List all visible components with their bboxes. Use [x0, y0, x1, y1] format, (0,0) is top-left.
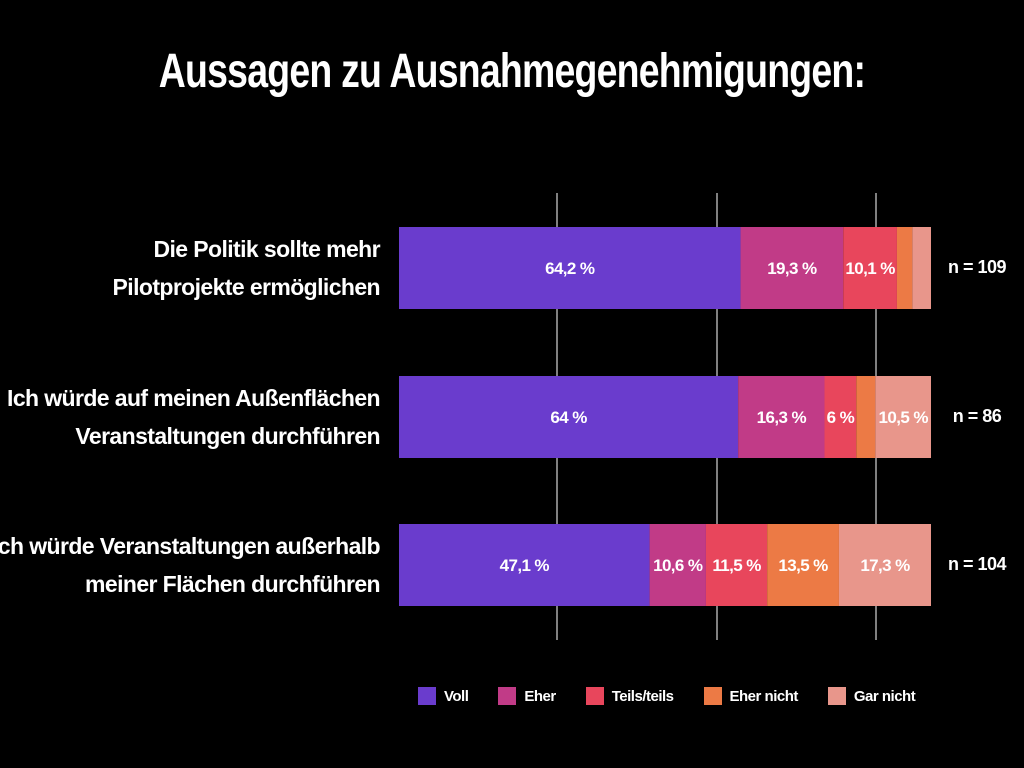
legend-swatch: [703, 687, 722, 705]
legend-item-5: Gar nicht: [827, 687, 916, 705]
category-label-3: Ich würde Veranstaltungen außerhalb meine…: [0, 527, 381, 603]
bar-segment-row2-series1: [399, 376, 739, 458]
bar-segment-row1-series4: [896, 227, 913, 309]
data-label-row1-series1: 64,2 %: [545, 259, 595, 278]
data-label-row3-series4: 13,5 %: [778, 556, 828, 575]
legend-label: Eher nicht: [729, 687, 799, 705]
bar-segment-row3-series3: [705, 524, 768, 606]
data-label-row1-series2: 19,3 %: [767, 259, 817, 278]
category-label-line: Veranstaltungen durchführen: [75, 423, 380, 449]
bar-segment-row3-series1: [399, 524, 650, 606]
bar-segment-row1-series1: [399, 227, 741, 309]
legend: Voll Eher Teils/teils Eher nicht Gar nicht: [418, 686, 945, 706]
legend-item-4: Eher nicht: [703, 687, 799, 705]
bar-segment-row1-series3: [843, 227, 897, 309]
data-label-row3-series2: 10,6 %: [653, 556, 703, 575]
legend-label: Gar nicht: [853, 687, 916, 705]
legend-item-1: Voll: [418, 687, 469, 705]
legend-swatch: [827, 687, 846, 705]
sample-size-label-1: n = 109: [947, 257, 1007, 277]
data-label-row3-series3: 11,5 %: [712, 556, 761, 575]
data-label-row2-series3: 6 %: [827, 408, 855, 427]
bar-segment-row3-series5: [838, 524, 931, 606]
category-label-line: Die Politik sollte mehr: [153, 236, 381, 262]
bar-segment-row2-series2: [738, 376, 825, 458]
bar-segment-row3-series2: [649, 524, 706, 606]
category-label-line: meiner Flächen durchführen: [85, 571, 381, 597]
data-label-row3-series1: 47,1 %: [500, 556, 550, 575]
bar-segment-row2-series4: [856, 376, 876, 458]
chart-title: Aussagen zu Ausnahmegenehmigungen:: [158, 45, 866, 98]
category-label-line: Ich würde auf meinen Außenflächen: [7, 385, 381, 411]
category-label-2: Ich würde auf meinen Außenflächen Veranst…: [0, 379, 381, 455]
bar-segment-row1-series5: [912, 227, 931, 309]
data-label-row1-series3: 10,1 %: [845, 259, 895, 278]
bar-segment-row2-series3: [824, 376, 857, 458]
data-label-row2-series1: 64 %: [550, 408, 587, 427]
legend-label: Eher: [524, 687, 556, 705]
sample-size-label-3: n = 104: [947, 554, 1007, 574]
legend-swatch: [418, 687, 436, 705]
data-label-row3-series5: 17,3 %: [860, 556, 910, 575]
category-label-line: Ich würde Veranstaltungen außerhalb: [0, 533, 381, 559]
category-label-1: Die Politik sollte mehr Pilotprojekte erm…: [0, 230, 381, 306]
data-label-row2-series5: 10,5 %: [879, 408, 929, 427]
legend-item-2: Eher: [498, 687, 556, 705]
legend-swatch: [585, 687, 604, 705]
bar-segment-row1-series2: [740, 227, 844, 309]
sample-size-label-2: n = 86: [952, 406, 1002, 426]
legend-label: Voll: [444, 687, 469, 705]
legend-swatch: [498, 687, 517, 705]
bar-segment-row3-series4: [767, 524, 839, 606]
data-label-row2-series2: 16,3 %: [757, 408, 807, 427]
legend-item-3: Teils/teils: [585, 687, 674, 705]
category-label-line: Pilotprojekte ermöglichen: [112, 274, 381, 300]
bar-segment-row2-series5: [875, 376, 931, 458]
legend-label: Teils/teils: [611, 687, 674, 705]
